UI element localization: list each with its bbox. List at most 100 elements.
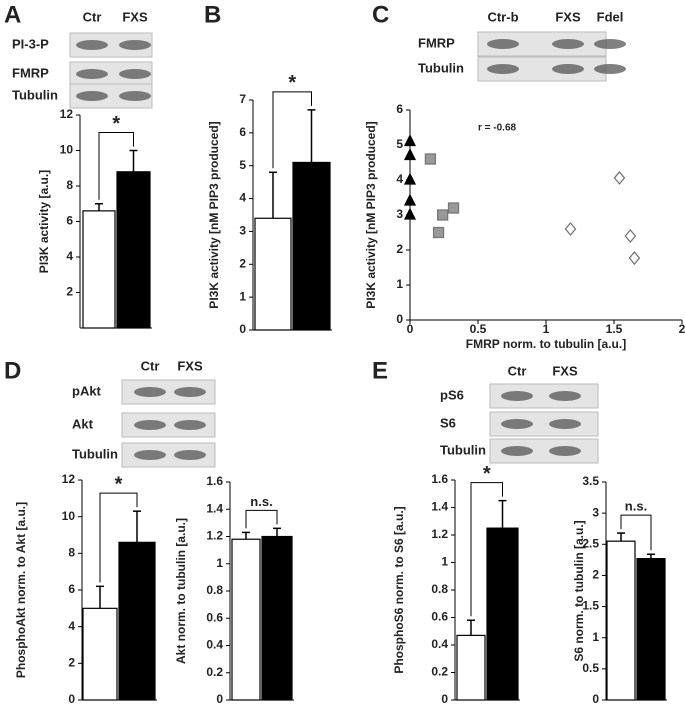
y-axis-label: Akt norm. to tubulin [a.u.] xyxy=(174,518,188,664)
y-tick-label: 12 xyxy=(60,107,74,121)
y-tick-label: 3 xyxy=(396,207,403,221)
bar xyxy=(116,171,151,329)
bar xyxy=(261,535,293,701)
blot-band xyxy=(76,91,108,101)
y-tick-label: 0.4 xyxy=(206,638,223,652)
y-tick-label: 0 xyxy=(216,692,223,706)
significance-bracket xyxy=(620,514,652,551)
row-label: S6 xyxy=(440,415,456,430)
point xyxy=(403,193,417,206)
y-tick-label: 2 xyxy=(592,568,599,582)
y-tick-label: 1 xyxy=(396,277,403,291)
blot-band xyxy=(501,419,533,429)
lane-label: Ctr xyxy=(83,9,102,24)
bar xyxy=(231,538,261,701)
row-label: Tubulin xyxy=(440,442,486,457)
y-axis-label: PI3K activity [nM PIP3 produced] xyxy=(364,121,378,308)
y-tick-label: 0 xyxy=(239,322,246,336)
y-tick-label: 8 xyxy=(66,178,73,192)
y-tick-label: 0.6 xyxy=(206,610,223,624)
point xyxy=(432,226,445,239)
x-tick-label: 2 xyxy=(679,322,685,336)
y-tick-label: 4 xyxy=(68,619,75,633)
y-tick-label: 2 xyxy=(396,242,403,256)
y-tick-label: 2 xyxy=(239,256,246,270)
lane-label: Ctr xyxy=(141,358,160,373)
y-tick-label: 10 xyxy=(62,509,76,523)
lane-label: FXS xyxy=(122,9,148,24)
lane-label: Ctr xyxy=(508,363,527,378)
y-tick-label: 5 xyxy=(396,137,403,151)
y-tick-label: 2 xyxy=(68,656,75,670)
row-label: FMRP xyxy=(12,65,49,80)
significance-bracket xyxy=(99,492,138,583)
blot-band xyxy=(552,39,584,49)
blot-band xyxy=(76,69,108,79)
y-tick-label: 6 xyxy=(66,214,73,228)
y-tick-label: 4 xyxy=(396,172,403,186)
x-tick-label: 1.5 xyxy=(606,322,623,336)
lane-label: Ctr-b xyxy=(487,9,518,24)
bar xyxy=(254,217,292,331)
panel-letter: B xyxy=(204,1,221,28)
point xyxy=(436,209,449,221)
blot-band xyxy=(487,39,519,49)
y-axis-label: PhosphoS6 norm. to S6 [a.u.] xyxy=(392,506,406,673)
bar xyxy=(118,541,156,701)
point xyxy=(403,207,417,220)
lane-label: Fdel xyxy=(597,9,624,24)
row-label: Tubulin xyxy=(418,60,464,75)
y-tick-label: 3 xyxy=(239,224,246,238)
y-tick-label: 1.5 xyxy=(582,599,599,613)
significance-label: * xyxy=(483,463,491,485)
y-tick-label: 3 xyxy=(592,505,599,519)
y-tick-label: 1.6 xyxy=(206,474,223,488)
row-label: pAkt xyxy=(72,383,102,398)
row-label: Akt xyxy=(72,416,94,431)
bar xyxy=(292,161,331,331)
significance-bracket xyxy=(245,509,278,529)
bar xyxy=(636,558,666,701)
y-tick-label: 10 xyxy=(60,143,74,157)
y-tick-label: 2 xyxy=(66,285,73,299)
point xyxy=(564,221,577,237)
blot-band xyxy=(594,39,626,49)
y-tick-label: 12 xyxy=(62,472,76,486)
y-tick-label: 0.4 xyxy=(431,637,448,651)
panel-letter: E xyxy=(372,357,388,384)
y-axis-label: PhosphoAkt norm. to Akt [a.u.] xyxy=(14,502,28,678)
bar xyxy=(606,540,636,701)
y-tick-label: 0 xyxy=(396,312,403,326)
y-tick-label: 8 xyxy=(68,546,75,560)
y-tick-label: 1.6 xyxy=(431,472,448,486)
x-tick-label: 0 xyxy=(407,322,414,336)
y-tick-label: 1.2 xyxy=(431,527,448,541)
blot-band xyxy=(174,420,206,430)
row-label: Tubulin xyxy=(72,446,118,461)
blot-band xyxy=(549,446,581,456)
significance-label: * xyxy=(112,113,120,135)
blot-band xyxy=(134,420,166,430)
blot-band xyxy=(134,387,166,397)
y-tick-label: 6 xyxy=(396,102,403,116)
y-tick-label: 4 xyxy=(66,249,73,263)
lane-label: FXS xyxy=(552,363,578,378)
significance-label: * xyxy=(115,473,123,495)
panel-letter: D xyxy=(4,357,21,384)
significance-bracket xyxy=(470,482,503,617)
row-label: FMRP xyxy=(418,35,455,50)
y-tick-label: 7 xyxy=(239,92,246,106)
lane-label: FXS xyxy=(177,358,203,373)
y-tick-label: 1 xyxy=(239,289,246,303)
y-tick-label: 5 xyxy=(239,158,246,172)
blot-band xyxy=(119,40,151,50)
significance-bracket xyxy=(272,91,312,169)
blot-band xyxy=(594,64,626,74)
lane-label: FXS xyxy=(555,9,581,24)
y-tick-label: 1.4 xyxy=(206,501,223,515)
significance-bracket xyxy=(98,132,134,200)
y-tick-label: 1 xyxy=(216,556,223,570)
row-label: pS6 xyxy=(440,387,464,402)
bar xyxy=(456,634,486,701)
blot-band xyxy=(174,387,206,397)
